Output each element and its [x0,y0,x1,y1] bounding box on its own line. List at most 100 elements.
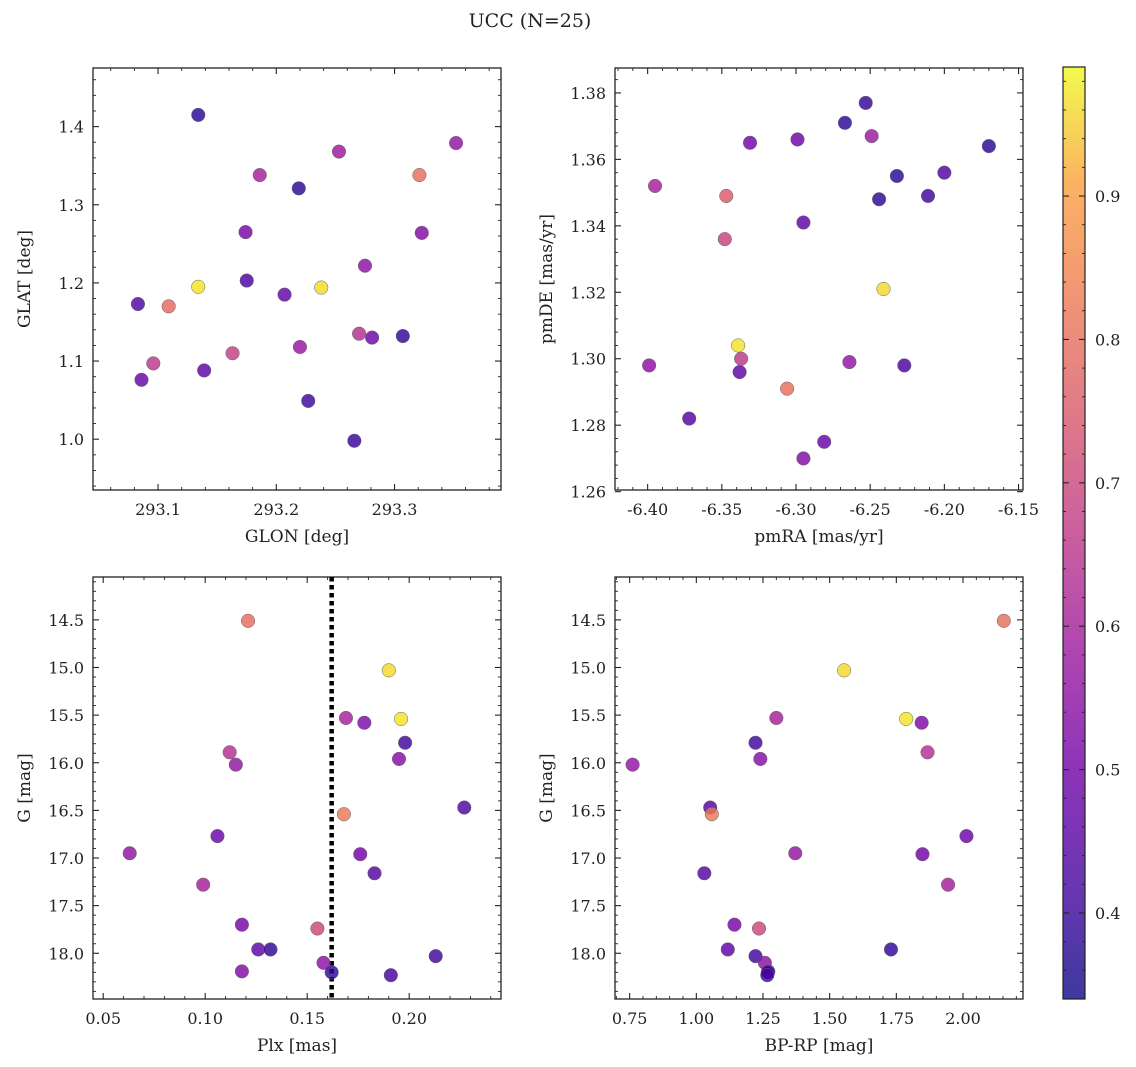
data-point [790,132,805,147]
y-tick-label: 17.0 [48,849,84,868]
data-point [996,613,1011,628]
panel-plx-g: 0.05 0.10 0.15 0.20 14.5 15.0 15.5 16.0 16.5 17.0… [15,576,502,1056]
x-tick-label: -6.35 [701,500,742,519]
y-tick-label: 17.5 [48,897,84,916]
y-tick-label: 15.5 [570,706,606,725]
data-point [751,921,767,936]
data-point [398,735,413,750]
y-tick-label: 1.30 [570,350,606,369]
data-point [717,232,732,247]
data-point [817,434,832,449]
colorbar-tick-label: 0.7 [1095,474,1120,493]
x-axis-label: pmRA [mas/yr] [754,527,883,547]
data-point [760,968,775,983]
data-point [393,711,409,726]
data-point [324,965,339,980]
data-point [981,139,996,154]
data-point [720,942,735,957]
x-tick-label: -6.40 [627,500,668,519]
colorbar-frame [1062,66,1086,1000]
data-point [719,188,734,203]
y-axis-label: GLAT [deg] [15,230,35,328]
data-point [130,296,145,312]
data-point [234,964,249,979]
data-point [196,877,211,892]
plot-frame [92,576,502,1000]
data-point [937,165,952,180]
data-point [842,355,857,370]
data-point [357,258,373,273]
x-tick-label: 1.25 [745,1009,781,1028]
x-tick-label: 1.75 [879,1009,915,1028]
y-tick-label: 1.1 [59,352,84,371]
data-point [899,711,914,726]
data-point [889,168,904,184]
y-tick-label: 15.5 [48,706,84,725]
y-tick-label: 14.5 [570,611,606,630]
x-tick-label: 293.3 [372,500,418,519]
data-point [191,279,206,294]
data-point [864,129,879,144]
data-point [796,215,811,230]
y-tick-label: 16.5 [48,801,84,820]
x-tick-label: 293.1 [135,500,181,519]
data-point [742,135,758,150]
y-tick-label: 1.28 [570,416,606,435]
data-point [780,381,795,396]
plot-frame [614,67,1024,491]
x-tick-label: 0.20 [391,1009,427,1028]
panel-glon-glat: 293.1 293.2 293.3 1.0 1.1 1.2 1.3 1.4 GLON [deg]… [15,67,502,547]
data-point [301,393,316,408]
data-point [959,829,974,844]
data-point [457,800,472,815]
data-point [146,356,161,371]
data-point [704,807,719,822]
y-tick-label: 1.34 [570,217,606,236]
figure-title: UCC (N=25) [469,10,592,32]
data-point [837,663,852,678]
data-point [263,942,278,957]
data-point [395,328,410,344]
data-point [920,745,935,760]
y-tick-label: 1.2 [59,274,84,293]
data-point [238,225,253,240]
x-axis-label: BP-RP [mag] [765,1036,874,1056]
y-tick-label: 16.0 [48,754,84,773]
data-point [381,663,396,678]
x-tick-label: -6.25 [850,500,891,519]
data-point [883,942,899,957]
data-point [239,273,254,288]
y-tick-label: 17.5 [570,897,606,916]
data-point [240,613,256,628]
data-point [788,846,803,861]
data-point [331,144,347,159]
y-tick-label: 17.0 [570,849,606,868]
y-tick-label: 1.3 [59,196,84,215]
y-axis-label: pmDE [mas/yr] [537,214,557,344]
panel-pmra-pmde: -6.40 -6.35 -6.30 -6.25 -6.20 -6.15 1.26 1.28 1.… [537,67,1039,547]
y-tick-label: 1.38 [570,84,606,103]
plot-frame [614,576,1024,1000]
colorbar-tick-label: 0.9 [1095,187,1120,206]
y-tick-label: 18.0 [570,944,606,963]
data-point [915,847,930,862]
colorbar-tick-label: 0.4 [1095,904,1120,923]
colorbar-tick-label: 0.6 [1095,617,1120,636]
data-point [252,168,267,183]
data-point [732,364,747,380]
data-point [191,107,206,122]
data-point [225,346,240,361]
data-point [352,326,367,341]
data-point [753,751,768,766]
y-tick-label: 16.0 [570,754,606,773]
data-point [122,846,137,861]
data-point [648,178,663,194]
y-tick-label: 1.32 [570,283,606,302]
data-point [292,339,308,355]
data-point [336,807,351,822]
data-point [642,358,657,373]
y-tick-label: 1.36 [570,150,606,169]
data-point [734,351,749,366]
data-point [251,942,266,957]
